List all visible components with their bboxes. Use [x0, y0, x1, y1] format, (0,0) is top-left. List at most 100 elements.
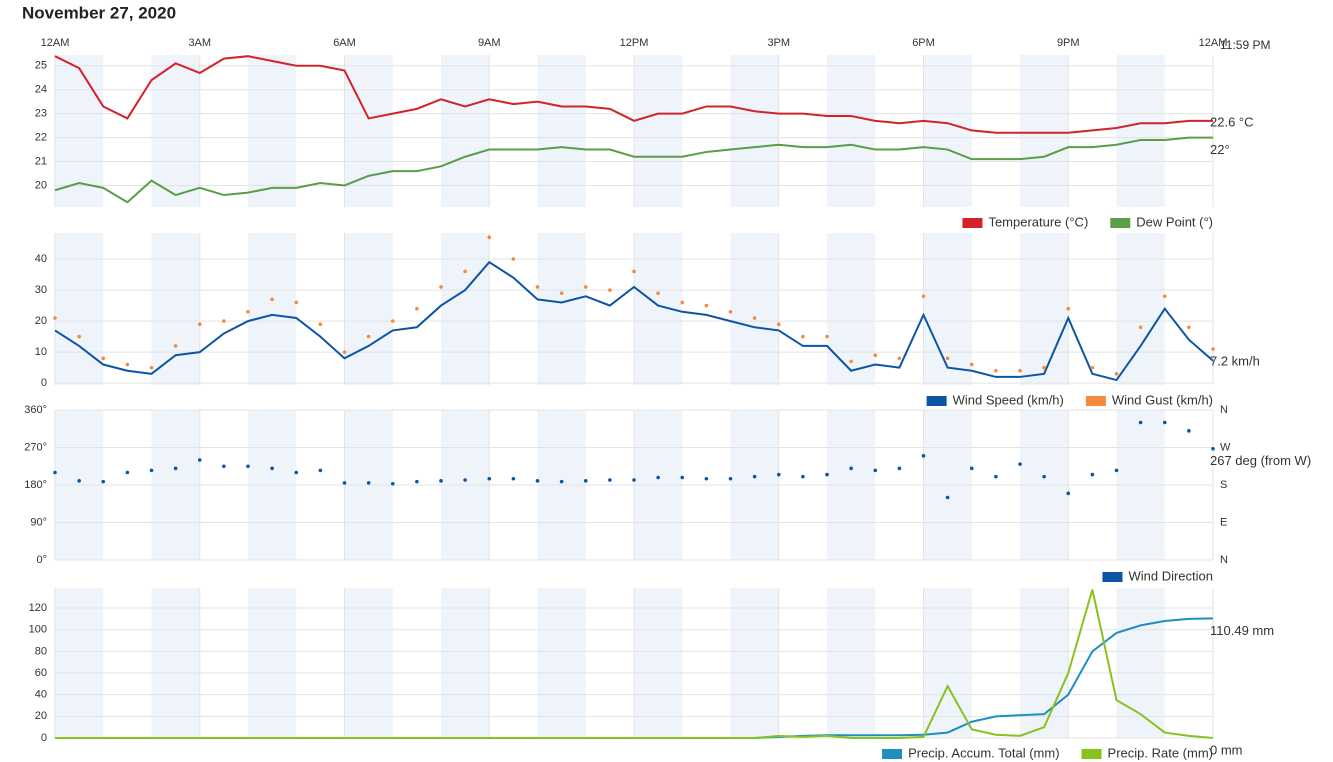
- series-dot: [246, 309, 250, 314]
- series-dot: [197, 322, 202, 327]
- series-dot: [125, 470, 130, 475]
- end-label: 22°: [1210, 142, 1230, 157]
- series-dot: [680, 300, 685, 305]
- hour-band: [634, 588, 683, 738]
- end-label: 0 mm: [1210, 742, 1243, 757]
- x-tick-label: 12PM: [620, 37, 649, 49]
- y-tick-label: 60: [35, 667, 47, 679]
- series-dot: [318, 322, 323, 327]
- series-dot: [487, 235, 492, 240]
- series-dot: [704, 476, 709, 481]
- series-dot: [994, 368, 998, 373]
- hour-band: [730, 588, 779, 738]
- x-tick-label: 12AM: [1199, 37, 1228, 49]
- series-dot: [1090, 472, 1095, 477]
- series-dot: [149, 468, 154, 473]
- hour-band: [923, 55, 972, 207]
- series-dot: [246, 464, 250, 469]
- series-dot: [801, 334, 805, 339]
- series-dot: [463, 269, 467, 274]
- x-tick-label: 9PM: [1057, 37, 1080, 49]
- series-dot: [535, 285, 540, 289]
- series-dot: [53, 316, 57, 320]
- hour-band: [55, 55, 104, 207]
- series-dot: [294, 300, 299, 305]
- y-tick-label: 180°: [24, 479, 47, 491]
- series-dot: [173, 466, 178, 471]
- hour-band: [344, 55, 393, 207]
- series-dot: [1187, 429, 1191, 433]
- x-tick-label: 9AM: [478, 37, 501, 49]
- series-dot: [463, 478, 467, 482]
- series-dot: [945, 356, 950, 361]
- legend-swatch: [926, 396, 947, 406]
- series-dot: [125, 362, 130, 367]
- y-tick-label: 22: [35, 131, 47, 143]
- y-tick-label: 0: [41, 732, 47, 744]
- y-tick-label: 25: [35, 60, 47, 72]
- series-dot: [1138, 325, 1143, 330]
- series-dot: [849, 359, 853, 364]
- series-dot: [77, 334, 81, 339]
- series-dot: [752, 316, 757, 320]
- end-label: 267 deg (from W): [1210, 453, 1311, 468]
- series-dot: [439, 285, 443, 289]
- hour-band: [248, 55, 297, 207]
- series-dot: [632, 269, 636, 274]
- series-dot: [994, 474, 998, 479]
- series-dot: [897, 356, 902, 361]
- series-dot: [1042, 474, 1046, 479]
- series-dot: [366, 334, 371, 339]
- hour-band: [1020, 233, 1069, 385]
- legend-label: Wind Speed (km/h): [953, 392, 1064, 407]
- series-dot: [583, 479, 588, 483]
- series-dot: [801, 474, 805, 479]
- series-dot: [680, 475, 685, 480]
- y-tick-label: 120: [29, 602, 47, 614]
- series-dot: [873, 468, 878, 473]
- y-tick-label: 0: [41, 377, 47, 389]
- hour-band: [344, 588, 393, 738]
- y-tick-label: 23: [35, 108, 47, 120]
- end-label: 7.2 km/h: [1210, 353, 1260, 368]
- series-dot: [776, 322, 781, 327]
- y2-tick-label: N: [1220, 404, 1228, 416]
- series-dot: [1162, 420, 1167, 425]
- end-label: 22.6 °C: [1210, 114, 1254, 129]
- series-dot: [728, 309, 733, 314]
- series-dot: [1090, 365, 1095, 370]
- series-dot: [921, 294, 926, 299]
- series-dot: [825, 472, 829, 477]
- hour-band: [537, 55, 586, 207]
- chart-title: November 27, 2020: [22, 3, 176, 22]
- series-dot: [1114, 372, 1119, 376]
- hour-band: [634, 55, 683, 207]
- series-dot: [342, 350, 347, 354]
- hour-band: [441, 233, 490, 385]
- series-line: [55, 589, 1214, 739]
- y-tick-label: 0°: [36, 554, 47, 566]
- hour-band: [441, 588, 490, 738]
- series-dot: [511, 476, 516, 481]
- series-dot: [270, 297, 274, 302]
- series-dot: [1114, 468, 1119, 473]
- hour-band: [537, 588, 586, 738]
- series-dot: [197, 458, 202, 462]
- series-dot: [656, 475, 660, 480]
- y-tick-label: 90°: [30, 516, 47, 528]
- y-tick-label: 21: [35, 155, 47, 167]
- series-dot: [294, 470, 299, 475]
- hour-band: [151, 55, 200, 207]
- legend-label: Wind Gust (km/h): [1112, 392, 1213, 407]
- y2-tick-label: W: [1220, 441, 1231, 453]
- y2-tick-label: E: [1220, 516, 1227, 528]
- series-dot: [559, 291, 564, 295]
- series-dot: [656, 291, 660, 295]
- hour-band: [1116, 588, 1165, 738]
- series-dot: [608, 288, 612, 292]
- x-tick-label: 3AM: [188, 37, 211, 49]
- series-dot: [342, 481, 347, 485]
- series-dot: [849, 466, 853, 471]
- hour-band: [1116, 233, 1165, 385]
